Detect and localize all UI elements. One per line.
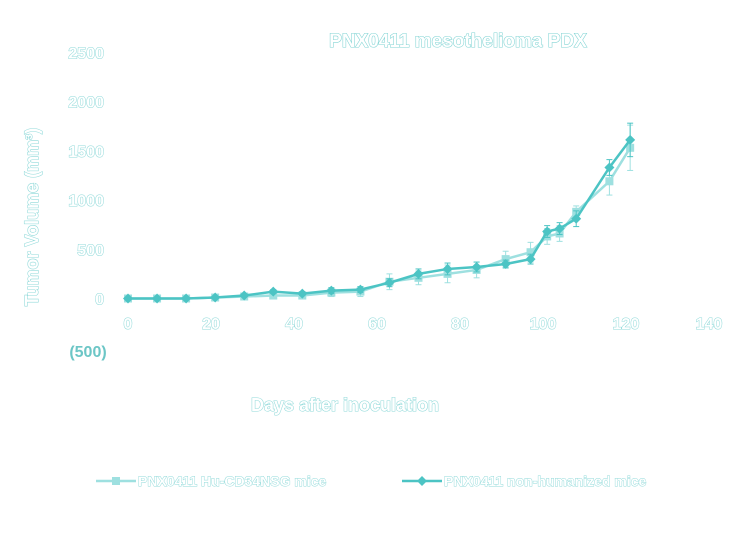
data-point [123, 293, 133, 304]
data-point [210, 292, 221, 303]
data-point [500, 259, 511, 270]
data-point [181, 293, 192, 304]
x-tick-label: 100 [530, 316, 557, 333]
data-point [442, 263, 453, 274]
legend-item-hu-cd34nsg: PNX0411 Hu-CD34NSG mice [96, 473, 327, 489]
y-tick-label: 0 [95, 292, 104, 309]
data-point [525, 254, 536, 265]
data-point [554, 223, 565, 234]
x-tick-label: 0 [124, 316, 133, 333]
data-point [152, 293, 163, 304]
legend-label-hu-cd34nsg: PNX0411 Hu-CD34NSG mice [138, 473, 327, 489]
plot-area [123, 122, 636, 304]
y-tick-label: 1500 [68, 144, 104, 161]
y-axis-label: Tumor Volume (mm³) [22, 128, 42, 306]
data-point [604, 162, 615, 173]
data-point [526, 248, 535, 257]
data-point [355, 284, 366, 295]
data-point [268, 286, 279, 297]
data-point [239, 290, 250, 301]
data-point [605, 177, 614, 186]
data-point [542, 226, 553, 237]
legend-label-non-humanized: PNX0411 non-humanized mice [444, 473, 646, 489]
series-line [128, 139, 632, 300]
data-point [625, 134, 636, 145]
series-line [128, 147, 632, 300]
data-point [471, 261, 482, 272]
series-2 [123, 122, 636, 304]
x-tick-label: 20 [202, 316, 220, 333]
x-tick-label: 40 [285, 316, 303, 333]
legend: PNX0411 Hu-CD34NSG mice PNX0411 non-huma… [96, 473, 647, 489]
y-tick-label-negative: (500) [69, 344, 106, 361]
legend-marker-diamond [417, 476, 427, 486]
legend-item-non-humanized: PNX0411 non-humanized mice [402, 473, 647, 489]
x-tick-label: 60 [368, 316, 386, 333]
x-tick-labels: 0 20 40 60 80 100 120 140 [123, 316, 723, 334]
y-tick-label: 500 [77, 242, 104, 259]
x-tick-label: 120 [613, 316, 640, 333]
x-tick-label: 80 [451, 316, 469, 333]
x-tick-label: 140 [696, 316, 723, 333]
data-point [413, 268, 424, 279]
y-tick-label: 2500 [68, 45, 104, 62]
y-tick-label: 1000 [68, 193, 104, 210]
legend-marker-square [112, 477, 120, 485]
y-tick-labels: 2500 2000 1500 1000 500 0 [68, 45, 105, 309]
data-point [297, 288, 308, 299]
data-point [384, 277, 395, 288]
y-tick-label: 2000 [68, 95, 104, 112]
data-point [571, 213, 582, 224]
chart-title: PNX0411 mesothelioma PDX [329, 31, 587, 52]
data-point [326, 285, 337, 296]
series-1 [124, 124, 635, 303]
x-axis-label: Days after inoculation [251, 395, 439, 415]
